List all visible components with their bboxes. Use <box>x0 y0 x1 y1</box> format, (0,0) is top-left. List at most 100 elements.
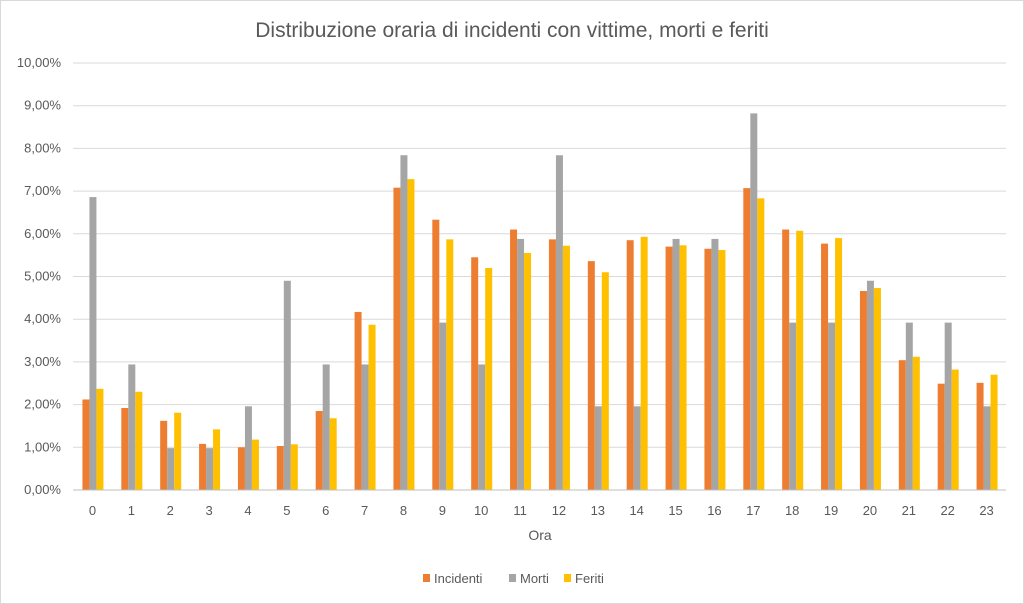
x-tick-label: 6 <box>322 503 329 518</box>
x-tick-label: 4 <box>244 503 251 518</box>
legend-item-morti: Morti <box>509 571 549 586</box>
bar-morti-14 <box>633 406 641 490</box>
x-tick-label: 14 <box>629 503 643 518</box>
legend: Incidenti Morti Feriti <box>423 571 604 586</box>
bar-morti-20 <box>866 280 874 490</box>
legend-item-feriti: Feriti <box>564 571 604 586</box>
bar-feriti-5 <box>290 444 298 490</box>
bar-feriti-21 <box>912 356 920 490</box>
bar-morti-15 <box>672 238 680 490</box>
x-tick-label: 5 <box>283 503 290 518</box>
x-tick-label: 11 <box>513 503 527 518</box>
x-tick-label: 3 <box>205 503 212 518</box>
y-tick-label: 2,00% <box>24 397 61 412</box>
x-tick-label: 20 <box>863 503 877 518</box>
bar-morti-3 <box>206 448 214 490</box>
y-tick-label: 4,00% <box>24 311 61 326</box>
x-tick-label: 10 <box>474 503 488 518</box>
y-tick-label: 3,00% <box>24 354 61 369</box>
y-axis-ticks: 0,00% 1,00% 2,00% 3,00% 4,00% 5,00% 6,00% 7,00%… <box>17 55 62 497</box>
x-tick-label: 2 <box>167 503 174 518</box>
y-tick-label: 5,00% <box>24 269 61 284</box>
bar-morti-2 <box>167 448 175 490</box>
bar-incidenti-0 <box>82 399 90 490</box>
legend-swatch <box>423 574 430 582</box>
bars <box>82 113 998 491</box>
bar-morti-7 <box>361 364 369 490</box>
bar-feriti-15 <box>679 245 687 490</box>
bar-incidenti-21 <box>898 360 906 490</box>
bar-feriti-20 <box>873 288 881 490</box>
bar-feriti-2 <box>174 412 182 490</box>
legend-label: Incidenti <box>434 571 483 586</box>
x-tick-label: 7 <box>361 503 368 518</box>
bar-incidenti-11 <box>510 229 518 490</box>
bar-incidenti-17 <box>743 188 751 490</box>
bar-incidenti-18 <box>782 229 790 490</box>
bar-incidenti-13 <box>587 261 595 490</box>
bar-morti-10 <box>478 364 486 490</box>
bar-feriti-4 <box>251 439 259 490</box>
bar-incidenti-15 <box>665 246 673 490</box>
legend-swatch <box>564 574 571 582</box>
bar-incidenti-23 <box>976 382 984 490</box>
bar-feriti-3 <box>213 429 221 490</box>
x-tick-label: 17 <box>746 503 760 518</box>
bar-feriti-6 <box>329 418 337 490</box>
bar-incidenti-12 <box>548 239 556 490</box>
bar-morti-11 <box>517 238 525 490</box>
bar-morti-22 <box>944 322 952 490</box>
bar-feriti-1 <box>135 391 143 490</box>
bar-feriti-18 <box>796 230 804 490</box>
bar-morti-6 <box>322 364 330 490</box>
bar-feriti-14 <box>640 236 648 490</box>
bar-morti-13 <box>594 406 602 490</box>
bar-incidenti-22 <box>937 383 945 490</box>
x-tick-label: 12 <box>552 503 566 518</box>
bar-incidenti-19 <box>821 243 829 490</box>
y-tick-label: 10,00% <box>17 55 62 70</box>
bar-morti-5 <box>283 280 291 490</box>
bar-incidenti-5 <box>276 446 284 490</box>
bar-incidenti-16 <box>704 248 712 490</box>
bar-incidenti-20 <box>859 291 867 490</box>
legend-swatch <box>509 574 516 582</box>
bar-feriti-17 <box>757 198 765 490</box>
bar-incidenti-2 <box>160 420 168 490</box>
bar-incidenti-10 <box>471 257 479 490</box>
bar-feriti-0 <box>96 388 104 490</box>
x-tick-label: 9 <box>439 503 446 518</box>
bar-incidenti-4 <box>237 447 245 490</box>
legend-label: Morti <box>520 571 549 586</box>
x-tick-label: 18 <box>785 503 799 518</box>
x-tick-label: 8 <box>400 503 407 518</box>
x-tick-label: 19 <box>824 503 838 518</box>
bar-morti-12 <box>555 155 563 490</box>
y-tick-label: 7,00% <box>24 183 61 198</box>
bar-feriti-22 <box>951 369 959 490</box>
bar-morti-16 <box>711 238 719 490</box>
bar-feriti-23 <box>990 374 998 490</box>
bar-incidenti-3 <box>199 443 207 490</box>
bar-feriti-12 <box>562 245 570 490</box>
bar-feriti-10 <box>485 267 493 490</box>
bar-incidenti-8 <box>393 187 401 490</box>
bar-morti-18 <box>789 322 797 490</box>
bar-feriti-16 <box>718 250 726 490</box>
x-axis-title: Ora <box>528 527 552 543</box>
bar-incidenti-14 <box>626 240 634 490</box>
x-tick-label: 13 <box>591 503 605 518</box>
legend-item-incidenti: Incidenti <box>423 571 483 586</box>
bar-feriti-7 <box>368 324 376 490</box>
x-tick-label: 1 <box>128 503 135 518</box>
x-tick-label: 16 <box>707 503 721 518</box>
bar-incidenti-7 <box>354 311 362 490</box>
x-tick-label: 0 <box>89 503 96 518</box>
y-tick-label: 8,00% <box>24 140 61 155</box>
bar-incidenti-1 <box>121 408 129 490</box>
chart-title: Distribuzione oraria di incidenti con vi… <box>255 19 769 42</box>
bar-morti-8 <box>400 155 408 490</box>
bar-feriti-13 <box>601 272 609 490</box>
